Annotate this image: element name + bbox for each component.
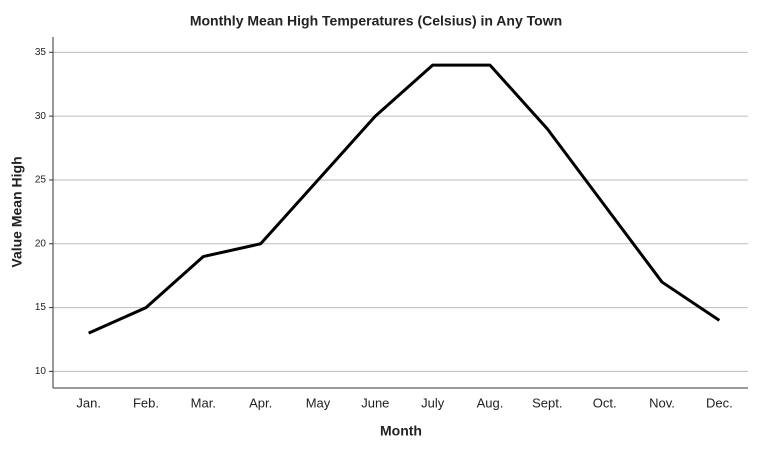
y-tick-label: 20 [35,238,47,249]
x-tick-label: Nov. [649,395,675,410]
y-tick-label: 25 [35,175,47,186]
x-tick-label: Feb. [133,395,159,410]
x-tick-label: May [306,395,331,410]
y-tick-label: 15 [35,302,47,313]
x-tick-label: Aug. [477,395,504,410]
y-tick-label: 35 [35,47,47,58]
x-tick-label: Mar. [191,395,216,410]
x-tick-label: Apr. [249,395,272,410]
x-tick-label: Dec. [706,395,733,410]
x-tick-label: July [421,395,445,410]
x-tick-label: Oct. [593,395,617,410]
line [88,63,721,335]
chart-title: Monthly Mean High Temperatures (Celsius)… [190,13,562,29]
x-tick-label: Sept. [532,395,562,410]
x-axis-title: Month [380,423,422,439]
x-tick-label: Jan. [76,395,101,410]
y-tick-label: 10 [35,366,47,377]
y-axis-title: Value Mean High [9,156,25,267]
x-tick-label: June [361,395,389,410]
y-tick-label: 30 [35,111,47,122]
